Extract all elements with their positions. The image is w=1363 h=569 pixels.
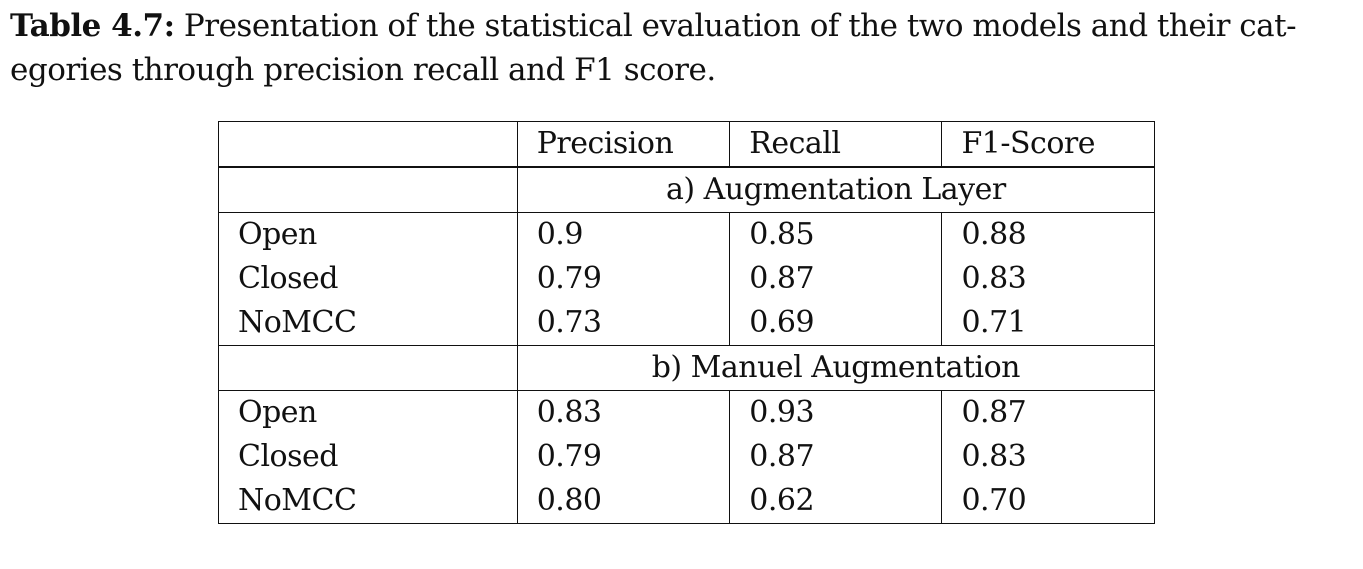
caption-text-1: Presentation of the statistical evaluati…	[183, 8, 1297, 44]
recall-cell: 0.93	[729, 390, 943, 435]
section-blank-cell	[218, 167, 518, 213]
section-row-b: b) Manuel Augmentation	[218, 345, 1156, 391]
header-cell-precision: Precision	[516, 121, 731, 168]
results-table: Precision Recall F1-Score a) Augmentatio…	[218, 121, 1156, 524]
caption-line-1: Table 4.7: Presentation of the statistic…	[10, 4, 1350, 48]
section-blank-cell	[218, 345, 518, 391]
f1-cell: 0.83	[941, 257, 1155, 301]
header-cell-recall: Recall	[729, 121, 943, 168]
recall-cell: 0.69	[729, 301, 943, 346]
recall-cell: 0.62	[729, 479, 943, 524]
section-row-a: a) Augmentation Layer	[218, 167, 1156, 213]
table-row: NoMCC 0.80 0.62 0.70	[218, 479, 1155, 524]
table-caption: Table 4.7: Presentation of the statistic…	[10, 4, 1350, 92]
category-cell: Closed	[218, 435, 518, 479]
f1-cell: 0.88	[941, 212, 1155, 257]
caption-text-2: egories through precision recall and F1 …	[10, 52, 716, 88]
category-cell: NoMCC	[218, 479, 518, 524]
recall-cell: 0.85	[729, 212, 943, 257]
precision-cell: 0.73	[516, 301, 731, 346]
table-row: Open 0.9 0.85 0.88	[218, 212, 1155, 257]
recall-cell: 0.87	[729, 435, 943, 479]
table-row: Closed 0.79 0.87 0.83	[218, 435, 1155, 479]
f1-cell: 0.70	[941, 479, 1155, 524]
f1-cell: 0.71	[941, 301, 1155, 346]
category-cell: NoMCC	[218, 301, 518, 346]
f1-cell: 0.87	[941, 390, 1155, 435]
f1-cell: 0.83	[941, 435, 1155, 479]
category-cell: Open	[218, 390, 518, 435]
table-header-row: Precision Recall F1-Score	[218, 121, 1155, 168]
precision-cell: 0.79	[516, 435, 731, 479]
caption-label: Table 4.7:	[10, 8, 175, 44]
table-row: Open 0.83 0.93 0.87	[218, 390, 1155, 435]
category-cell: Open	[218, 212, 518, 257]
section-title: b) Manuel Augmentation	[516, 345, 1156, 391]
header-cell-f1: F1-Score	[941, 121, 1155, 168]
recall-cell: 0.87	[729, 257, 943, 301]
category-cell: Closed	[218, 257, 518, 301]
precision-cell: 0.9	[516, 212, 731, 257]
precision-cell: 0.79	[516, 257, 731, 301]
header-cell-empty	[218, 121, 518, 168]
section-title: a) Augmentation Layer	[516, 167, 1156, 213]
table-row: Closed 0.79 0.87 0.83	[218, 257, 1155, 301]
precision-cell: 0.83	[516, 390, 731, 435]
table-row: NoMCC 0.73 0.69 0.71	[218, 301, 1155, 346]
precision-cell: 0.80	[516, 479, 731, 524]
